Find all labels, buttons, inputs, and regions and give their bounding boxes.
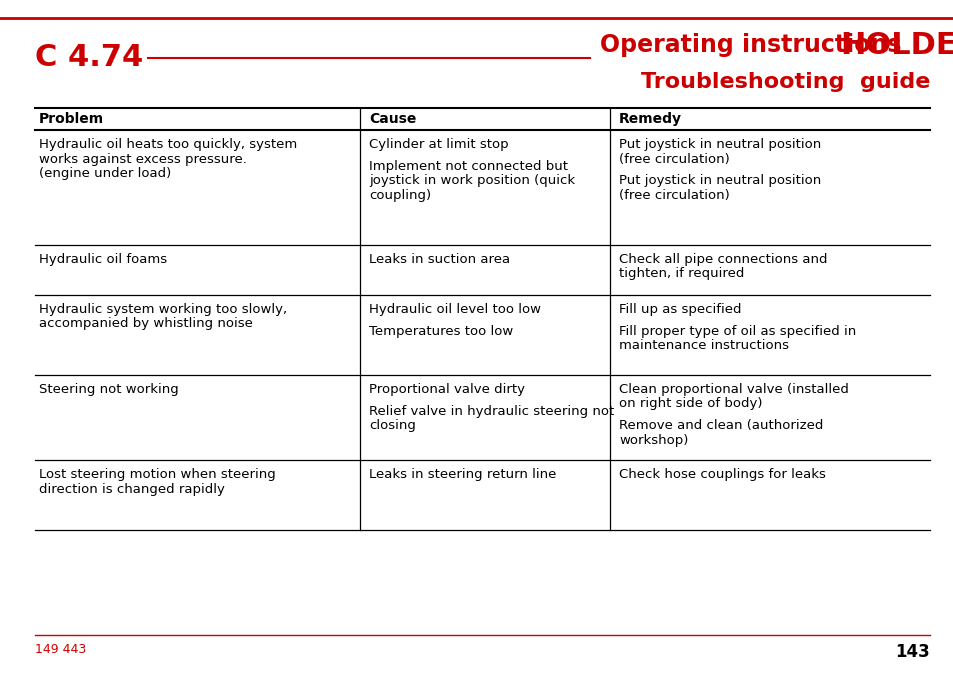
Text: Clean proportional valve (installed: Clean proportional valve (installed [618, 383, 848, 396]
Text: Implement not connected but: Implement not connected but [369, 160, 567, 173]
Text: Remedy: Remedy [618, 112, 681, 126]
Text: Cause: Cause [369, 112, 416, 126]
Text: Relief valve in hydraulic steering not: Relief valve in hydraulic steering not [369, 405, 614, 418]
Text: Check all pipe connections and: Check all pipe connections and [618, 253, 826, 266]
Text: Leaks in steering return line: Leaks in steering return line [369, 468, 556, 481]
Text: C 4.74: C 4.74 [35, 44, 143, 73]
Text: coupling): coupling) [369, 189, 431, 202]
Text: Hydraulic oil level too low: Hydraulic oil level too low [369, 303, 540, 316]
Text: Problem: Problem [39, 112, 104, 126]
Text: on right side of body): on right side of body) [618, 398, 761, 410]
Text: Remove and clean (authorized: Remove and clean (authorized [618, 419, 822, 432]
Text: direction is changed rapidly: direction is changed rapidly [39, 483, 225, 495]
Text: Operating instructions: Operating instructions [599, 33, 901, 57]
Text: Troubleshooting  guide: Troubleshooting guide [640, 72, 929, 92]
Text: closing: closing [369, 419, 416, 432]
Text: Leaks in suction area: Leaks in suction area [369, 253, 510, 266]
Text: Put joystick in neutral position: Put joystick in neutral position [618, 175, 821, 187]
Text: Cylinder at limit stop: Cylinder at limit stop [369, 138, 508, 151]
Text: (free circulation): (free circulation) [618, 189, 729, 202]
Text: (engine under load): (engine under load) [39, 167, 172, 180]
Text: 149 443: 149 443 [35, 643, 86, 656]
Text: HOLDER: HOLDER [840, 30, 953, 59]
Text: Lost steering motion when steering: Lost steering motion when steering [39, 468, 275, 481]
Text: (free circulation): (free circulation) [618, 152, 729, 166]
Text: Put joystick in neutral position: Put joystick in neutral position [618, 138, 821, 151]
Text: joystick in work position (quick: joystick in work position (quick [369, 175, 575, 187]
Text: Fill proper type of oil as specified in: Fill proper type of oil as specified in [618, 325, 856, 338]
Text: Fill up as specified: Fill up as specified [618, 303, 740, 316]
Text: Hydraulic oil heats too quickly, system: Hydraulic oil heats too quickly, system [39, 138, 297, 151]
Text: Proportional valve dirty: Proportional valve dirty [369, 383, 524, 396]
Text: 143: 143 [894, 643, 929, 661]
Text: tighten, if required: tighten, if required [618, 268, 743, 280]
Text: Hydraulic system working too slowly,: Hydraulic system working too slowly, [39, 303, 287, 316]
Text: Check hose couplings for leaks: Check hose couplings for leaks [618, 468, 825, 481]
Text: works against excess pressure.: works against excess pressure. [39, 152, 247, 166]
Text: workshop): workshop) [618, 434, 688, 447]
Text: Hydraulic oil foams: Hydraulic oil foams [39, 253, 167, 266]
Text: Steering not working: Steering not working [39, 383, 178, 396]
Text: maintenance instructions: maintenance instructions [618, 339, 788, 353]
Text: Temperatures too low: Temperatures too low [369, 325, 513, 338]
Text: accompanied by whistling noise: accompanied by whistling noise [39, 317, 253, 330]
